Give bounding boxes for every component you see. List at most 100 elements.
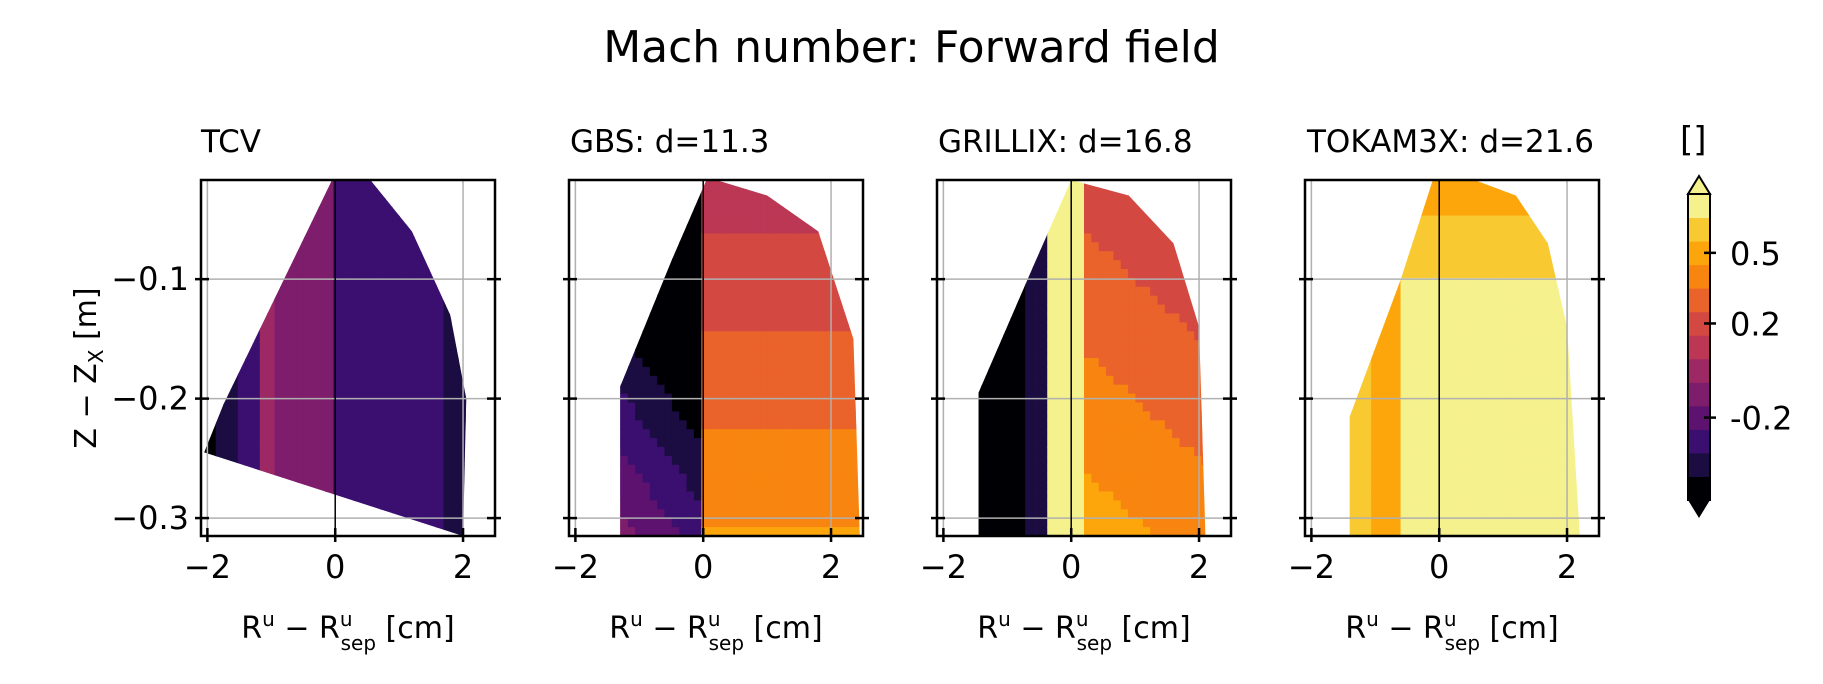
contour-cell	[318, 251, 327, 261]
contour-cell	[1069, 500, 1078, 510]
contour-cell	[355, 447, 364, 457]
contour-cell	[642, 366, 651, 377]
contour-cell	[730, 349, 739, 359]
contour-cell	[840, 197, 849, 208]
contour-cell	[318, 224, 327, 234]
contour-cell	[620, 447, 629, 457]
contour-cell	[745, 277, 754, 288]
contour-cell	[1135, 455, 1144, 466]
contour-cell	[760, 295, 769, 306]
contour-cell	[591, 438, 599, 448]
contour-cell	[627, 313, 636, 323]
contour-cell	[1120, 295, 1129, 306]
contour-cell	[591, 233, 599, 243]
contour-cell	[1128, 509, 1137, 519]
contour-cell	[664, 242, 673, 252]
contour-cell	[1320, 305, 1328, 315]
contour-cell	[811, 429, 820, 439]
contour-cell	[840, 500, 849, 510]
contour-cell	[1186, 358, 1195, 368]
contour-cell	[1076, 402, 1085, 412]
contour-cell	[325, 215, 334, 226]
contour-cell	[406, 455, 415, 466]
contour-cell	[1164, 402, 1173, 412]
contour-cell	[480, 518, 488, 528]
contour-cell	[789, 402, 798, 412]
contour-cell	[392, 251, 401, 261]
contour-cell	[1003, 473, 1012, 484]
contour-cell	[1209, 314, 1217, 324]
contour-cell	[1091, 464, 1100, 475]
contour-cell	[1216, 367, 1224, 377]
contour-cell	[591, 322, 599, 332]
contour-cell	[1098, 180, 1107, 190]
contour-cell	[642, 509, 651, 519]
contour-cell	[421, 402, 430, 412]
contour-cell	[584, 269, 592, 279]
contour-cell	[1091, 206, 1100, 217]
contour-cell	[1113, 366, 1122, 377]
contour-cell	[1120, 215, 1129, 226]
contour-cell	[1069, 313, 1078, 323]
contour-cell	[1113, 447, 1122, 457]
contour-cell	[208, 269, 217, 279]
contour-cell	[818, 411, 827, 421]
contour-cell	[642, 518, 651, 528]
contour-cell	[1128, 358, 1137, 368]
contour-cell	[1017, 188, 1026, 199]
contour-cell	[274, 304, 283, 315]
contour-cell	[1128, 518, 1137, 528]
contour-cell	[1003, 375, 1012, 386]
contour-cell	[598, 518, 606, 528]
contour-cell	[782, 197, 791, 208]
contour-cell	[723, 455, 732, 466]
contour-cell	[723, 215, 732, 226]
contour-cell	[1017, 260, 1026, 270]
contour-cell	[1039, 188, 1048, 199]
contour-cell	[826, 518, 835, 528]
contour-cell	[686, 215, 695, 226]
contour-cell	[311, 384, 320, 395]
contour-cell	[399, 260, 408, 270]
contour-cell	[840, 402, 849, 412]
contour-cell	[377, 242, 386, 252]
contour-cell	[215, 251, 224, 261]
contour-cell	[730, 384, 739, 395]
contour-cell	[664, 420, 673, 430]
contour-cell	[1312, 438, 1320, 448]
contour-cell	[952, 180, 960, 190]
contour-cell	[657, 224, 666, 234]
contour-cell	[392, 518, 401, 528]
contour-cell	[1061, 411, 1070, 421]
contour-cell	[230, 491, 239, 501]
contour-cell	[362, 331, 371, 341]
contour-cell	[782, 251, 791, 261]
contour-cell	[1039, 518, 1048, 528]
contour-cell	[362, 286, 371, 297]
contour-cell	[1142, 277, 1151, 288]
contour-cell	[465, 188, 467, 199]
contour-cell	[693, 420, 702, 430]
contour-cell	[693, 384, 702, 395]
contour-cell	[1017, 464, 1026, 475]
contour-cell	[716, 224, 724, 234]
contour-cell	[450, 429, 459, 439]
contour-cell	[752, 260, 761, 270]
contour-cell	[1120, 473, 1129, 484]
contour-cell	[952, 233, 960, 243]
contour-cell	[1003, 500, 1012, 510]
contour-cell	[1025, 260, 1034, 270]
contour-cell	[215, 260, 224, 270]
contour-cell	[1201, 447, 1206, 457]
contour-cell	[576, 438, 584, 448]
contour-cell	[657, 455, 666, 466]
contour-cell	[1157, 402, 1166, 412]
contour-cell	[215, 455, 224, 466]
contour-cell	[303, 269, 312, 279]
contour-cell	[679, 224, 688, 234]
contour-cell	[303, 180, 312, 190]
contour-cell	[1039, 286, 1048, 297]
contour-cell	[642, 215, 651, 226]
contour-cell	[384, 277, 393, 288]
contour-cell	[1084, 384, 1092, 395]
